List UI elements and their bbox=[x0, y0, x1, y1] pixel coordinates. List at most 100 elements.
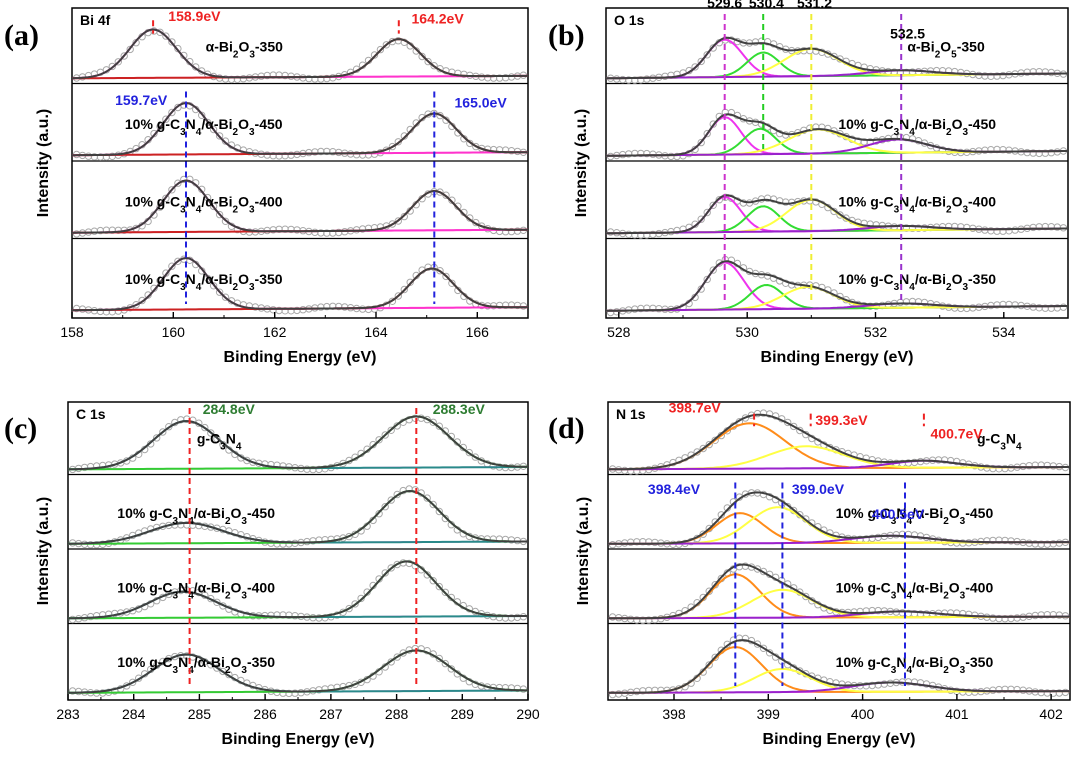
sample-label-part: 4 bbox=[909, 127, 915, 138]
sample-label-part: O bbox=[231, 505, 242, 521]
peak-annotation: 529.6 bbox=[707, 0, 742, 11]
data-point bbox=[896, 298, 905, 307]
data-point bbox=[418, 52, 426, 61]
peak-annotation: 399.0eV bbox=[792, 481, 845, 497]
component-peak bbox=[68, 415, 529, 471]
sample-label-part: /α-Bi bbox=[912, 505, 943, 521]
data-point bbox=[84, 152, 93, 160]
sample-label-part: 3 bbox=[220, 441, 226, 452]
sample-label: g-C3N4 bbox=[977, 431, 1022, 453]
sample-label-part: N bbox=[226, 431, 236, 447]
data-point bbox=[435, 582, 443, 591]
envelope-fit bbox=[606, 260, 1068, 312]
plot-frame bbox=[607, 401, 1071, 701]
sample-label-part: 4 bbox=[188, 590, 194, 601]
data-point bbox=[442, 191, 450, 199]
data-point bbox=[78, 305, 87, 313]
sample-label-part: N bbox=[899, 116, 909, 132]
envelope-fit bbox=[606, 194, 1068, 235]
data-point bbox=[370, 51, 379, 59]
data-point bbox=[442, 116, 450, 124]
sample-label-part: 2 bbox=[225, 665, 231, 676]
data-point bbox=[357, 594, 365, 603]
data-point bbox=[153, 434, 161, 442]
data-point bbox=[213, 435, 221, 443]
data-point bbox=[168, 186, 176, 194]
data-point bbox=[711, 653, 719, 661]
sample-label-part: 3 bbox=[249, 49, 255, 60]
x-tick-label: 285 bbox=[188, 706, 212, 722]
x-tick-label: 164 bbox=[364, 324, 388, 340]
sample-label-part: O bbox=[231, 654, 242, 670]
data-point bbox=[168, 38, 176, 46]
data-point bbox=[129, 678, 137, 686]
data-point bbox=[465, 448, 473, 457]
data-point bbox=[1019, 686, 1027, 694]
sample-label-part: 3 bbox=[241, 516, 247, 527]
sample-label: g-C3N4 bbox=[197, 431, 242, 453]
sample-label-part: 5 bbox=[951, 49, 957, 60]
sample-label-part: O bbox=[231, 580, 242, 596]
sample-label: 10% g-C3N4/α-Bi2O3-400 bbox=[125, 194, 283, 216]
spectrum-row: 10% g-C3N4/α-Bi2O3-450 bbox=[605, 108, 1069, 161]
sample-label-part: 3 bbox=[894, 127, 900, 138]
sample-label: 10% g-C3N4/α-Bi2O3-350 bbox=[836, 654, 994, 676]
data-point bbox=[423, 494, 431, 502]
x-tick-label: 400 bbox=[851, 706, 875, 722]
data-point bbox=[215, 288, 224, 296]
data-point bbox=[519, 685, 528, 693]
sample-label-part: 3 bbox=[962, 127, 968, 138]
data-point bbox=[441, 659, 449, 668]
data-point bbox=[423, 415, 431, 424]
panel-label: (b) bbox=[548, 19, 585, 52]
data-point bbox=[699, 530, 707, 538]
peak-annotation: 164.2eV bbox=[412, 10, 465, 26]
sample-label-part: /α-Bi bbox=[915, 194, 946, 210]
x-tick-label: 287 bbox=[319, 706, 343, 722]
sample-label-part: 10% g-C bbox=[836, 654, 891, 670]
peak-annotation: 398.4eV bbox=[648, 481, 701, 497]
data-point bbox=[162, 115, 170, 123]
sample-label: 10% g-C3N4/α-Bi2O3-450 bbox=[836, 505, 994, 527]
sample-label-part: N bbox=[178, 580, 188, 596]
sample-label-part: -450 bbox=[965, 505, 993, 521]
data-point bbox=[436, 267, 444, 275]
data-point bbox=[108, 62, 117, 71]
data-point bbox=[388, 220, 397, 228]
data-point bbox=[435, 507, 443, 516]
envelope-fit bbox=[72, 101, 528, 157]
sample-label-part: 4 bbox=[196, 204, 202, 215]
data-point bbox=[393, 653, 401, 661]
sample-label-part: 4 bbox=[906, 516, 912, 527]
data-point bbox=[717, 511, 725, 519]
sample-label-part: 2 bbox=[946, 127, 952, 138]
data-point bbox=[412, 47, 420, 55]
sample-label-part: N bbox=[899, 194, 909, 210]
peak-annotation: 400.7eV bbox=[931, 426, 984, 442]
sample-label-part: -450 bbox=[247, 505, 275, 521]
sample-label-part: 4 bbox=[1016, 441, 1022, 452]
data-point bbox=[727, 108, 736, 117]
sample-label-part: N bbox=[896, 654, 906, 670]
x-tick-label: 290 bbox=[516, 706, 540, 722]
data-point bbox=[697, 138, 705, 147]
panel-label: (c) bbox=[4, 412, 37, 445]
data-point bbox=[159, 428, 167, 436]
data-point bbox=[297, 689, 305, 697]
sample-label-part: /α-Bi bbox=[912, 654, 943, 670]
sample-label-part: 10% g-C bbox=[838, 194, 893, 210]
data-point bbox=[429, 418, 437, 426]
data-point bbox=[448, 279, 456, 287]
data-point bbox=[207, 429, 215, 437]
sample-label: α-Bi2O5-350 bbox=[907, 39, 985, 61]
sample-label-part: 2 bbox=[225, 516, 231, 527]
x-tick-label: 160 bbox=[162, 324, 186, 340]
sample-label: 10% g-C3N4/α-Bi2O3-350 bbox=[117, 654, 275, 676]
sample-label-part: /α-Bi bbox=[915, 271, 946, 287]
sample-label-part: /α-Bi bbox=[194, 580, 225, 596]
data-point bbox=[753, 565, 762, 573]
data-point bbox=[174, 179, 182, 187]
sample-label-part: 10% g-C bbox=[117, 505, 172, 521]
sample-label-part: -400 bbox=[255, 194, 283, 210]
data-point bbox=[424, 57, 432, 66]
